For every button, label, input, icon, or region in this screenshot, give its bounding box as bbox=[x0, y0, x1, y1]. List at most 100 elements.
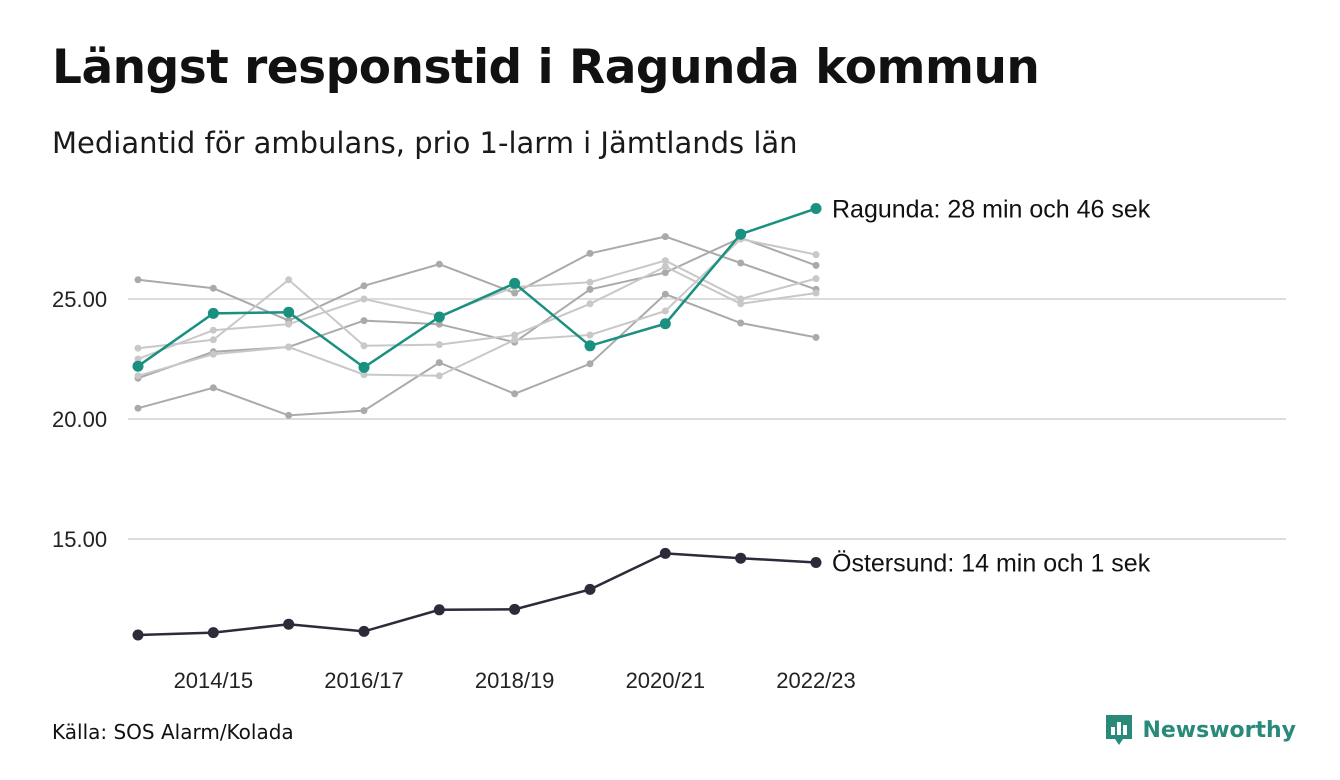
data-point bbox=[435, 260, 443, 268]
data-point bbox=[511, 289, 519, 297]
newsworthy-icon bbox=[1106, 715, 1133, 745]
data-point bbox=[509, 603, 521, 615]
y-tick-label: 20.00 bbox=[52, 407, 107, 432]
data-point bbox=[584, 583, 596, 595]
series-line bbox=[137, 207, 817, 369]
data-point bbox=[360, 317, 368, 325]
data-point bbox=[360, 371, 368, 379]
series-context bbox=[134, 235, 820, 380]
data-point bbox=[360, 282, 368, 290]
context-series bbox=[134, 233, 820, 419]
data-point bbox=[586, 249, 594, 257]
data-point bbox=[285, 276, 293, 284]
data-point bbox=[435, 359, 443, 367]
data-point bbox=[207, 307, 219, 319]
chart-title: Längst responstid i Ragunda kommun bbox=[52, 40, 1040, 95]
series-annotation: Östersund: 14 min och 1 sek bbox=[832, 550, 1151, 578]
data-point bbox=[661, 257, 669, 265]
data-point bbox=[435, 372, 443, 380]
data-point bbox=[358, 361, 370, 373]
series-line bbox=[137, 265, 817, 350]
data-point bbox=[810, 557, 822, 569]
data-point bbox=[584, 340, 596, 352]
x-tick-label: 2022/23 bbox=[776, 668, 856, 693]
series-ragunda bbox=[132, 203, 822, 373]
data-point bbox=[812, 333, 820, 341]
data-point bbox=[132, 360, 144, 372]
data-point bbox=[661, 290, 669, 298]
data-point bbox=[661, 233, 669, 241]
data-point bbox=[812, 261, 820, 269]
data-point bbox=[209, 336, 217, 344]
data-point bbox=[209, 350, 217, 358]
data-point bbox=[360, 342, 368, 350]
series-context bbox=[134, 257, 820, 363]
data-point bbox=[661, 263, 669, 271]
x-tick-label: 2014/15 bbox=[174, 668, 254, 693]
data-point bbox=[435, 341, 443, 349]
data-point bbox=[360, 407, 368, 415]
series-line bbox=[137, 236, 817, 380]
brand-name: Newsworthy bbox=[1142, 717, 1296, 743]
data-point bbox=[134, 355, 142, 363]
data-point bbox=[358, 625, 370, 637]
data-point bbox=[433, 604, 445, 616]
data-point bbox=[586, 360, 594, 368]
data-point bbox=[134, 276, 142, 284]
chart-subtitle: Mediantid för ambulans, prio 1-larm i Jä… bbox=[52, 126, 798, 160]
data-point bbox=[661, 307, 669, 315]
y-tick-label: 15.00 bbox=[52, 527, 107, 552]
data-point bbox=[134, 404, 142, 412]
y-tick-label: 25.00 bbox=[52, 287, 107, 312]
data-point bbox=[511, 331, 519, 339]
data-point bbox=[586, 278, 594, 286]
series-line bbox=[137, 235, 817, 322]
data-point bbox=[209, 384, 217, 392]
series-line bbox=[137, 552, 817, 637]
data-point bbox=[207, 627, 219, 639]
series-annotation: Ragunda: 28 min och 46 sek bbox=[832, 196, 1151, 224]
data-point bbox=[812, 275, 820, 283]
data-point bbox=[586, 331, 594, 339]
data-point bbox=[659, 318, 671, 330]
data-point bbox=[285, 411, 293, 419]
series-östersund bbox=[132, 547, 822, 641]
data-point bbox=[433, 311, 445, 323]
data-point bbox=[586, 285, 594, 293]
data-point bbox=[810, 203, 822, 215]
data-point bbox=[283, 618, 295, 630]
series-context bbox=[134, 263, 820, 352]
data-point bbox=[737, 259, 745, 267]
data-point bbox=[509, 277, 521, 289]
data-point bbox=[511, 390, 519, 398]
data-point bbox=[134, 372, 142, 380]
series-line bbox=[137, 293, 817, 417]
gridlines bbox=[128, 298, 1286, 540]
data-point bbox=[586, 300, 594, 308]
data-point bbox=[812, 289, 820, 297]
data-point bbox=[737, 300, 745, 308]
series-line bbox=[137, 259, 817, 360]
data-point bbox=[661, 269, 669, 277]
data-point bbox=[360, 295, 368, 303]
source-note: Källa: SOS Alarm/Kolada bbox=[52, 720, 294, 744]
data-point bbox=[435, 320, 443, 328]
series-context bbox=[134, 290, 820, 419]
x-tick-label: 2018/19 bbox=[475, 668, 555, 693]
series-line bbox=[137, 237, 817, 377]
brand-logo[interactable]: Newsworthy bbox=[1104, 713, 1296, 747]
line-chart: 15.00 20.00 25.00 2014/15 2016/17 2018/19 2020… bbox=[52, 196, 1286, 693]
data-point bbox=[285, 320, 293, 328]
data-point bbox=[511, 336, 519, 344]
data-point bbox=[735, 552, 747, 564]
data-point bbox=[209, 326, 217, 334]
data-point bbox=[283, 306, 295, 318]
highlighted-series bbox=[132, 203, 822, 641]
data-point bbox=[735, 228, 747, 240]
series-context bbox=[134, 233, 820, 325]
data-point bbox=[812, 251, 820, 259]
data-point bbox=[285, 343, 293, 351]
data-point bbox=[659, 547, 671, 559]
data-point bbox=[209, 284, 217, 292]
axis-labels: 15.00 20.00 25.00 2014/15 2016/17 2018/19 2020… bbox=[52, 196, 1151, 693]
